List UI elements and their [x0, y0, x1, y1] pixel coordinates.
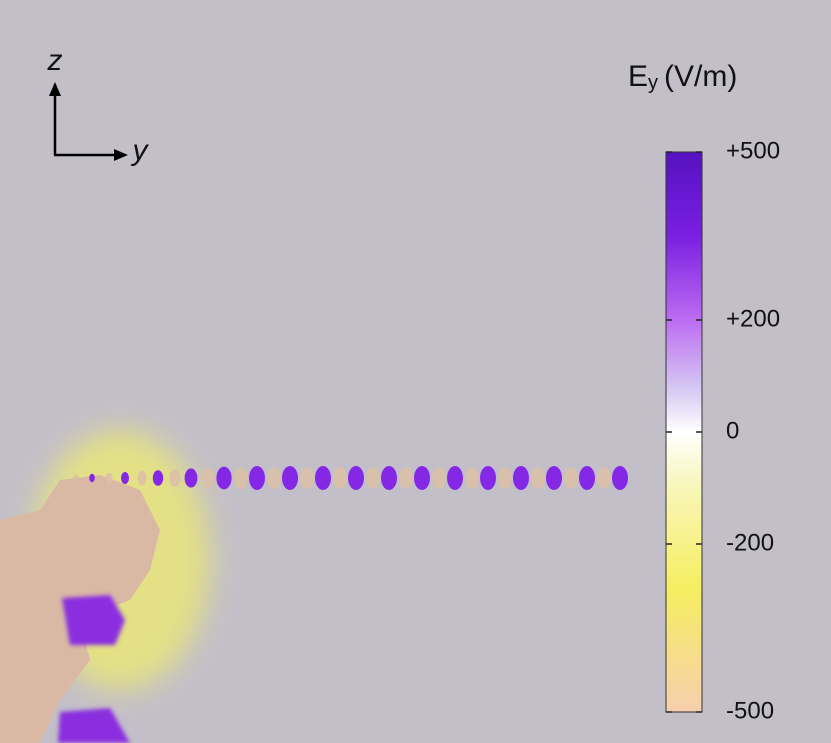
tick-label: +200 [726, 305, 780, 332]
tan-spot [73, 474, 79, 482]
tan-spot [366, 467, 380, 489]
tan-spot [169, 469, 181, 487]
tan-spot [597, 467, 611, 489]
colorbar-title: Ey (V/m) [628, 60, 737, 94]
title-symbol: E [628, 60, 648, 93]
tan-spot [234, 467, 248, 489]
tan-spot [137, 470, 147, 486]
arrow-head [114, 149, 128, 161]
purple-spot [513, 466, 529, 490]
tan-spot [267, 467, 281, 489]
tick-label: 0 [726, 417, 739, 444]
title-unit: (V/m) [664, 60, 737, 93]
purple-spot [89, 473, 95, 483]
tan-spot [300, 467, 314, 489]
purple-spot [447, 466, 463, 490]
purple-spot [381, 466, 397, 490]
title-subscript: y [648, 72, 658, 94]
purple-spot [612, 466, 628, 490]
purple-spot [282, 466, 298, 490]
tan-spot [399, 467, 413, 489]
axis-label: y [131, 134, 150, 167]
purple-spot [348, 466, 364, 490]
tan-spot [564, 467, 578, 489]
purple-spot [579, 466, 595, 490]
tan-spot [333, 467, 347, 489]
tick-label: +500 [726, 137, 780, 164]
field-lobe [58, 708, 130, 743]
purple-spot [315, 466, 331, 490]
arrow-head [49, 82, 61, 96]
tan-spot [498, 467, 512, 489]
tan-spot [201, 467, 215, 489]
purple-spot [546, 466, 562, 490]
purple-spot [184, 468, 198, 488]
purple-spot [152, 470, 164, 486]
purple-spot [249, 466, 265, 490]
tick-label: -500 [726, 697, 774, 724]
tan-spot [465, 467, 479, 489]
purple-spot [121, 472, 129, 484]
plasmon-row [73, 466, 628, 490]
tan-spot [531, 467, 545, 489]
axes-indicator: z y [47, 44, 150, 167]
purple-spot [216, 466, 232, 490]
field-lobe [62, 595, 125, 645]
purple-spot [414, 466, 430, 490]
tick-label: -200 [726, 529, 774, 556]
tan-spot [432, 467, 446, 489]
axis-label: z [47, 44, 63, 77]
purple-spot [480, 466, 496, 490]
field-map [0, 430, 628, 743]
tan-spot [105, 472, 113, 484]
